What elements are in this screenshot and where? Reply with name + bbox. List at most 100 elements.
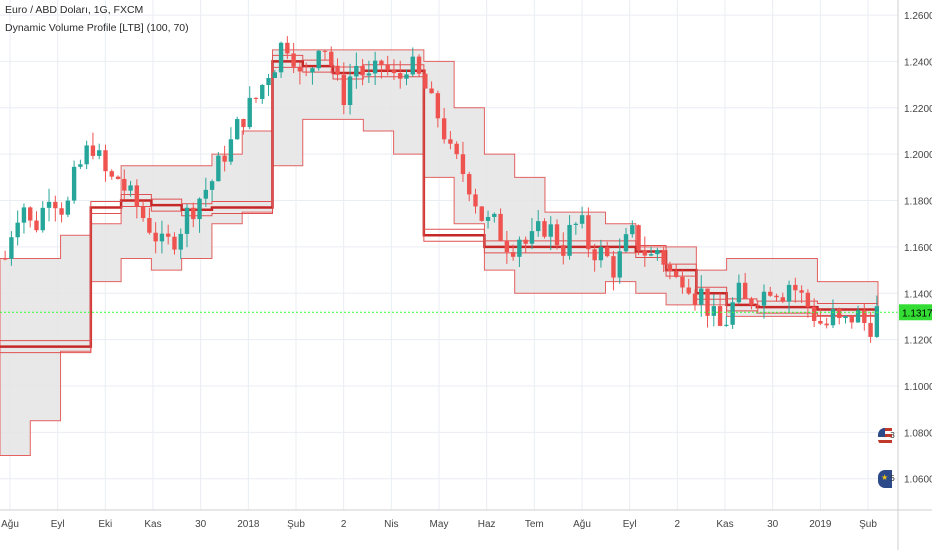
candle-body: [680, 276, 685, 288]
candle-body: [448, 139, 453, 144]
candle-body: [385, 65, 390, 71]
candle-body: [2, 258, 8, 260]
candle-body: [40, 207, 45, 231]
chart-title: Euro / ABD Doları, 1G, FXCM: [5, 4, 144, 16]
x-tick-label: Nis: [384, 519, 398, 530]
candle-body: [172, 236, 177, 250]
candle-body: [736, 282, 742, 303]
candle-body: [598, 247, 604, 261]
candle-body: [529, 231, 535, 244]
candle-body: [310, 68, 315, 73]
candle-body: [398, 73, 403, 79]
candle-body: [811, 306, 817, 321]
candle-body: [316, 50, 321, 69]
candle-body: [234, 119, 240, 140]
x-tick-label: Kas: [144, 519, 161, 530]
candle-body: [46, 201, 52, 208]
candle-body: [705, 288, 710, 316]
candle-body: [341, 74, 346, 106]
candle-body: [573, 223, 579, 225]
candle-body: [260, 85, 265, 99]
candle-body: [435, 93, 441, 119]
candle-body: [498, 213, 503, 242]
candle-body: [272, 72, 278, 79]
candle-body: [554, 224, 560, 246]
candle-body: [429, 88, 434, 94]
candle-body: [667, 264, 673, 272]
candle-body: [15, 222, 20, 238]
candle-body: [404, 74, 409, 79]
candle-body: [360, 65, 365, 76]
candle-body: [655, 250, 660, 255]
candle-body: [774, 295, 779, 298]
candle-body: [630, 225, 635, 235]
candle-body: [416, 56, 422, 74]
candle-body: [849, 316, 854, 323]
candle-body: [617, 251, 622, 278]
candle-body: [604, 247, 610, 257]
x-tick-label: Ağu: [1, 519, 19, 530]
candle-body: [209, 181, 215, 190]
candle-body: [642, 250, 648, 256]
candle-body: [366, 73, 372, 76]
candle-body: [247, 97, 252, 128]
candle-body: [322, 50, 328, 52]
candle-body: [862, 310, 867, 324]
candle-body: [586, 215, 591, 250]
candle-body: [228, 139, 234, 162]
us-flag-icon[interactable]: [878, 428, 892, 446]
volume-profile-band: [0, 49, 879, 457]
x-tick-label: Kas: [716, 519, 733, 530]
candle-body: [699, 288, 704, 305]
candle-body: [203, 189, 209, 199]
candle-body: [517, 239, 522, 257]
candle-body: [441, 118, 447, 140]
candle-body: [53, 201, 58, 209]
indicator-label[interactable]: Dynamic Volume Profile [LTB] (100, 70): [5, 22, 189, 34]
candle-body: [90, 145, 96, 156]
candle-body: [253, 97, 259, 99]
candle-body: [303, 71, 309, 73]
candle-body: [673, 271, 679, 277]
x-tick-label: Şub: [287, 519, 305, 530]
candle-body: [786, 284, 792, 302]
candle-body: [335, 65, 340, 75]
candle-body: [278, 42, 284, 73]
candle-body: [830, 309, 836, 326]
candle-body: [197, 198, 202, 220]
candle-body: [241, 119, 246, 128]
candle-body: [749, 298, 754, 305]
candle-body: [372, 60, 378, 74]
candle-body: [548, 224, 553, 237]
candle-body: [818, 320, 823, 324]
x-tick-label: Eki: [98, 519, 112, 530]
candle-body: [379, 60, 384, 66]
candle-body: [561, 245, 566, 256]
y-tick-label: 1.06000: [904, 475, 932, 486]
candle-body: [805, 292, 811, 307]
y-tick-label: 1.26000: [904, 11, 932, 22]
candle-body: [824, 323, 829, 326]
candle-body: [97, 150, 102, 156]
candle-body: [140, 206, 146, 219]
candle-body: [354, 65, 359, 77]
eu-flag-icon[interactable]: [878, 470, 892, 488]
candle-body: [184, 207, 190, 234]
y-tick-label: 1.16000: [904, 243, 932, 254]
candle-body: [410, 56, 415, 75]
candle-body: [165, 233, 171, 237]
candle-body: [843, 316, 848, 319]
candle-body: [504, 241, 510, 253]
candle-body: [9, 237, 14, 259]
candle-body: [536, 221, 541, 232]
candle-body: [153, 232, 158, 242]
candle-body: [636, 225, 641, 251]
candle-body: [285, 42, 290, 54]
candle-body: [579, 215, 585, 224]
candle-body: [730, 302, 735, 325]
x-tick-label: Ağu: [573, 519, 591, 530]
candle-body: [755, 304, 760, 306]
